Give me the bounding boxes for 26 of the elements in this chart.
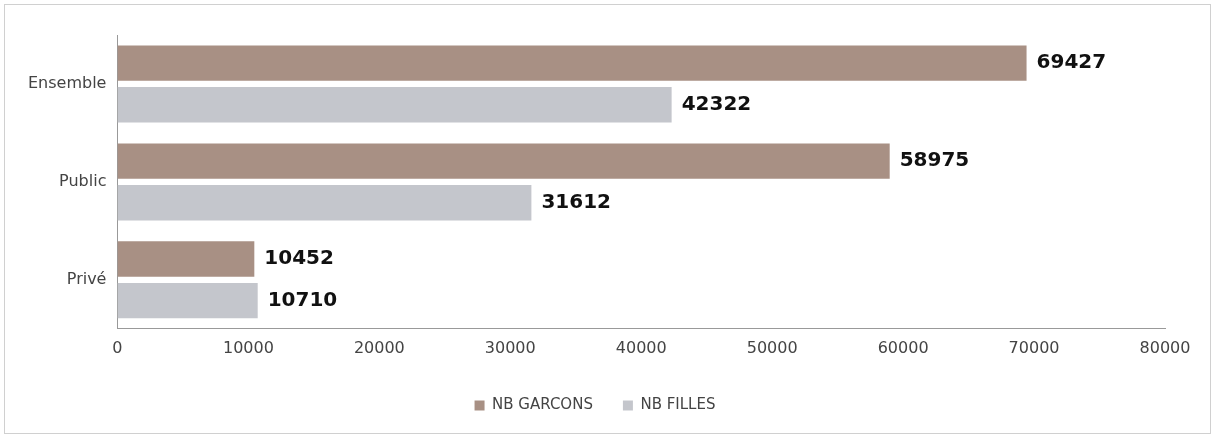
- data-label: 10452: [264, 245, 334, 270]
- x-tick-label: 70000: [1008, 337, 1060, 357]
- data-label: 69427: [1036, 49, 1107, 74]
- x-tick-label: 20000: [353, 337, 405, 357]
- bar: [117, 241, 255, 277]
- x-tick-label: 0: [112, 337, 123, 357]
- bar: [117, 87, 672, 123]
- data-label: 42322: [681, 90, 752, 115]
- legend-label: NB GARCONS: [492, 395, 593, 414]
- x-tick-label: 10000: [222, 337, 274, 357]
- y-tick-label: Public: [59, 171, 107, 191]
- y-tick-label: Privé: [66, 268, 107, 288]
- x-tick-label: 50000: [746, 337, 798, 357]
- bar: [117, 185, 532, 221]
- data-label: 31612: [541, 188, 611, 213]
- y-tick-label: Ensemble: [27, 73, 107, 93]
- x-tick-label: 60000: [877, 337, 929, 357]
- bar: [117, 282, 258, 319]
- x-tick-label: 80000: [1139, 337, 1191, 357]
- bar: [117, 143, 890, 179]
- data-label: 58975: [899, 147, 970, 172]
- bar: [117, 45, 1027, 81]
- data-label: 10710: [267, 286, 338, 311]
- legend-label: NB FILLES: [640, 395, 716, 414]
- x-tick-label: 30000: [484, 337, 536, 357]
- x-tick-label: 40000: [615, 337, 667, 357]
